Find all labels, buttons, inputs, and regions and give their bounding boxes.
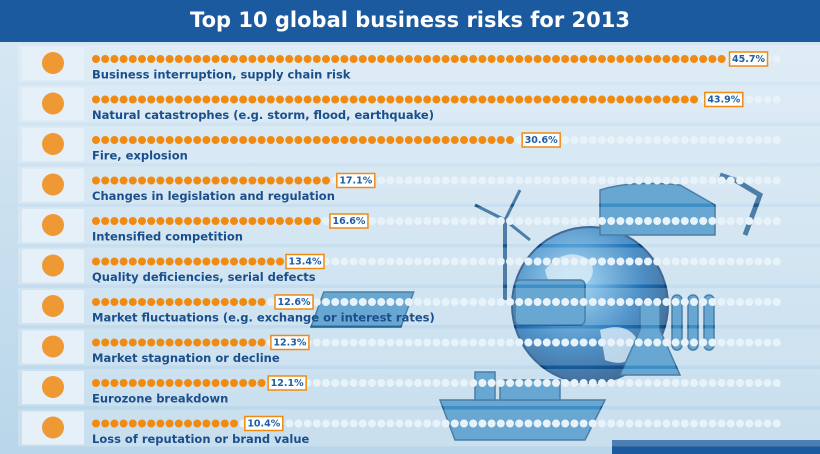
category-label: Natural catastrophes (e.g. storm, flood,… bbox=[92, 108, 434, 122]
category-label: Loss of reputation or brand value bbox=[92, 432, 310, 446]
icon bbox=[42, 335, 64, 358]
category-label: Business interruption, supply chain risk bbox=[92, 68, 351, 82]
title-band bbox=[0, 0, 820, 42]
value-label: 16.6% bbox=[332, 216, 365, 227]
row-band bbox=[18, 126, 820, 163]
value-label: 45.7% bbox=[732, 54, 765, 65]
value-label-box bbox=[704, 91, 744, 108]
icon bbox=[42, 416, 64, 439]
value-label: 12.1% bbox=[271, 378, 304, 389]
value-label: 13.4% bbox=[289, 257, 322, 268]
category-label: Intensified competition bbox=[92, 230, 243, 244]
category-label: Quality deficiencies, serial defects bbox=[92, 270, 316, 284]
chart-title: Top 10 global business risks for 2013 bbox=[190, 8, 630, 32]
row-band bbox=[18, 409, 820, 447]
value-label-box bbox=[728, 51, 769, 67]
icon bbox=[42, 92, 64, 115]
category-label: Changes in legislation and regulation bbox=[92, 189, 335, 203]
icon bbox=[42, 214, 64, 236]
icon bbox=[42, 133, 64, 155]
icon bbox=[42, 295, 64, 317]
value-label-box bbox=[336, 172, 376, 189]
category-label: Fire, explosion bbox=[92, 149, 188, 163]
row-band bbox=[18, 207, 820, 244]
value-label: 17.1% bbox=[339, 176, 372, 187]
icon bbox=[42, 254, 64, 277]
value-label: 30.6% bbox=[525, 135, 558, 146]
value-label-box bbox=[244, 415, 284, 432]
value-label: 43.9% bbox=[707, 95, 740, 106]
category-label: Eurozone breakdown bbox=[92, 392, 228, 406]
row-band bbox=[18, 288, 820, 325]
category-label: Market fluctuations (e.g. exchange or in… bbox=[92, 311, 435, 325]
icon bbox=[42, 376, 64, 398]
row-band bbox=[18, 166, 820, 204]
value-label-box bbox=[267, 375, 307, 391]
value-label-box bbox=[329, 213, 369, 229]
value-label-box bbox=[274, 294, 314, 310]
row-band bbox=[18, 45, 820, 82]
icon bbox=[42, 173, 64, 196]
row-band bbox=[18, 247, 820, 285]
value-label-box bbox=[270, 334, 310, 351]
value-label: 12.3% bbox=[273, 338, 306, 349]
icon bbox=[42, 52, 64, 74]
value-label-box bbox=[285, 253, 325, 270]
row-band bbox=[18, 369, 820, 406]
category-label: Market stagnation or decline bbox=[92, 351, 280, 365]
row-band bbox=[18, 328, 820, 366]
value-label-box bbox=[521, 132, 561, 148]
value-label: 12.6% bbox=[278, 297, 311, 308]
value-label: 10.4% bbox=[247, 419, 280, 430]
row-band bbox=[18, 85, 820, 123]
